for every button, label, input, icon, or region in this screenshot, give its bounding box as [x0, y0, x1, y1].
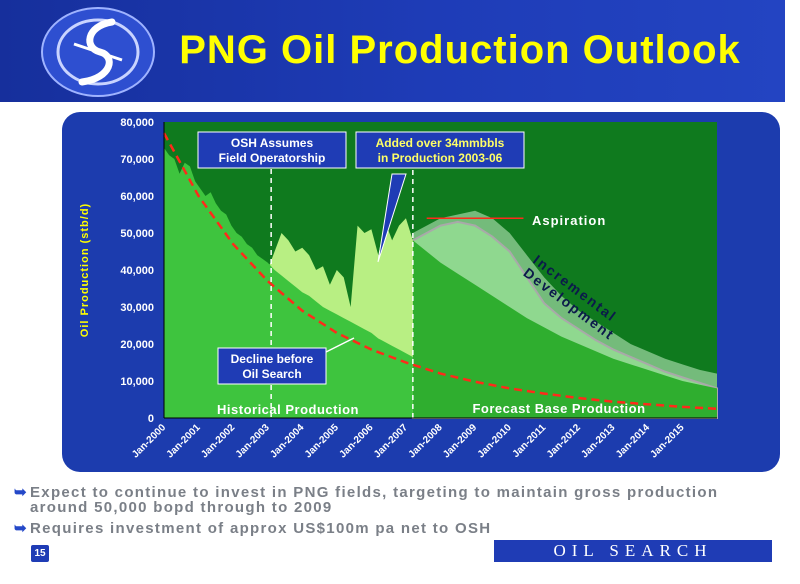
decline-curve — [162, 132, 718, 410]
header-banner: PNG Oil Production Outlook — [0, 0, 785, 102]
production-chart: 0 10,000 20,000 30,000 40,000 50,000 60,000 70,… — [79, 117, 718, 460]
oil-search-logo-icon — [41, 7, 155, 97]
x-tick-label: Jan-2012 — [545, 422, 583, 460]
x-tick-label: Jan-2001 — [165, 422, 203, 460]
x-tick-label: Jan-2014 — [614, 422, 652, 460]
x-tick-label: Jan-2015 — [649, 422, 687, 460]
historical-production-label: Historical Production — [217, 402, 359, 417]
y-tick-label: 80,000 — [120, 117, 154, 129]
y-tick-label: 40,000 — [120, 265, 154, 277]
y-tick-label: 0 — [148, 413, 154, 425]
bullet-arrow-icon: ➥ — [14, 484, 28, 501]
x-tick-label: Jan-2000 — [130, 422, 168, 460]
x-tick-label: Jan-2006 — [337, 422, 375, 460]
forecast-base-production-label: Forecast Base Production — [472, 401, 645, 416]
x-tick-label: Jan-2002 — [199, 422, 237, 460]
x-tick-label: Jan-2007 — [372, 422, 410, 460]
bullet-item: ➥ Requires investment of approx US$100m … — [14, 520, 750, 537]
x-tick-label: Jan-2003 — [234, 422, 272, 460]
x-tick-label: Jan-2005 — [303, 422, 341, 460]
slide-title: PNG Oil Production Outlook — [179, 28, 741, 72]
osh-annotation-text: OSH Assumes — [231, 136, 314, 150]
added-annotation-box — [355, 131, 525, 169]
decline-annotation-pointer — [325, 337, 355, 353]
x-tick-label: Jan-2004 — [268, 422, 306, 460]
x-tick-label: Jan-2008 — [407, 422, 445, 460]
y-tick-label: 20,000 — [120, 339, 154, 351]
decline-annotation-box — [217, 347, 327, 385]
footer-brand: OIL SEARCH LIMITED — [494, 540, 772, 582]
added-annotation-text: in Production 2003-06 — [378, 151, 503, 165]
y-tick-label: 50,000 — [120, 228, 154, 240]
y-tick-label: 70,000 — [120, 154, 154, 166]
x-tick-label: Jan-2009 — [441, 422, 479, 460]
x-tick-label: Jan-2013 — [579, 422, 617, 460]
decline-annotation-text: Oil Search — [242, 367, 301, 381]
bullet-arrow-icon: ➥ — [14, 520, 28, 537]
chart-panel: 0 10,000 20,000 30,000 40,000 50,000 60,000 70,… — [62, 112, 780, 472]
osh-annotation-box — [197, 131, 347, 169]
added-annotation-pointer — [377, 173, 407, 263]
page-number: 15 — [31, 545, 49, 562]
x-tick-label: Jan-2011 — [511, 422, 549, 460]
bullet-text: Expect to continue to invest in PNG fiel… — [30, 484, 719, 516]
aspiration-label: Aspiration — [532, 213, 606, 228]
bullet-item: ➥ Expect to continue to invest in PNG fi… — [14, 484, 750, 516]
decline-annotation-text: Decline before — [231, 352, 314, 366]
y-tick-label: 10,000 — [120, 376, 154, 388]
osh-annotation-text: Field Operatorship — [219, 151, 326, 165]
y-tick-label: 30,000 — [120, 302, 154, 314]
y-axis-label: Oil Production (stb/d) — [79, 203, 91, 337]
bullet-text: Requires investment of approx US$100m pa… — [30, 520, 492, 537]
y-tick-label: 60,000 — [120, 191, 154, 203]
added-annotation-text: Added over 34mmbbls — [376, 136, 505, 150]
x-tick-label: Jan-2010 — [476, 422, 514, 460]
forecast-base-area — [412, 240, 717, 418]
